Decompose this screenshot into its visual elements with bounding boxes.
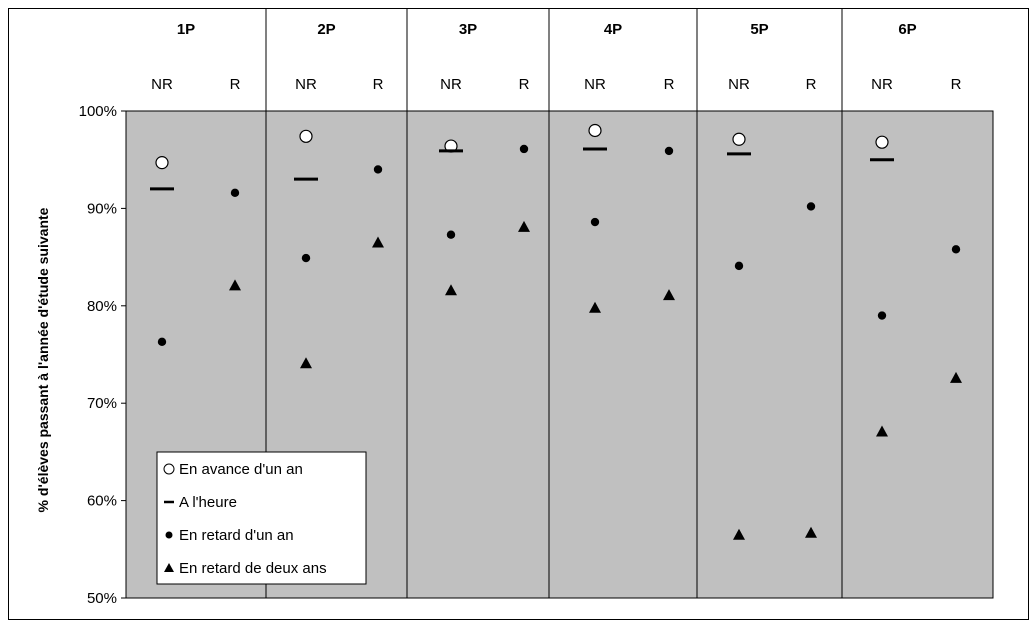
data-point-open-circle xyxy=(732,132,746,146)
data-point-filled-circle xyxy=(446,230,456,239)
legend-label: En avance d'un an xyxy=(179,461,303,478)
subcategory-label: R xyxy=(230,76,241,93)
y-tick-label: 100% xyxy=(79,103,117,120)
data-point-triangle xyxy=(518,220,530,232)
y-tick-label: 80% xyxy=(87,298,117,315)
data-marks xyxy=(150,123,962,540)
legend-label: A l'heure xyxy=(179,494,237,511)
grade-headers: 1P NR R 2P NR R 3P NR R 4P NR R 5P NR R 6P NR R xyxy=(151,21,961,93)
data-point-filled-circle xyxy=(664,146,674,156)
subcategory-label: NR xyxy=(151,76,173,93)
data-point-triangle xyxy=(733,528,745,540)
data-point-filled-circle xyxy=(301,253,311,263)
data-point-filled-circle xyxy=(951,245,961,254)
y-tick-label: 90% xyxy=(87,200,117,217)
legend-marker xyxy=(164,563,174,572)
legend-label: En retard d'un an xyxy=(179,527,294,544)
data-point-triangle xyxy=(445,284,457,296)
data-point-triangle xyxy=(300,357,312,369)
data-point-triangle xyxy=(663,289,675,301)
legend-marker xyxy=(165,531,173,539)
legend-box xyxy=(156,451,367,585)
data-point-filled-circle xyxy=(230,188,240,198)
subcategory-label: NR xyxy=(440,76,462,93)
data-point-triangle xyxy=(876,425,888,437)
y-axis-label: % d'élèves passant à l'année d'étude sui… xyxy=(35,207,51,512)
data-point-filled-circle xyxy=(590,217,600,227)
data-point-filled-circle xyxy=(519,144,529,154)
grade-label: 2P xyxy=(317,21,335,38)
grade-label: 4P xyxy=(604,21,622,38)
grade-label: 5P xyxy=(750,21,768,38)
data-point-open-circle xyxy=(588,123,602,138)
grade-label: 6P xyxy=(898,21,916,38)
data-point-triangle xyxy=(805,526,817,538)
subcategory-label: NR xyxy=(871,76,893,93)
subcategory-label: NR xyxy=(728,76,750,93)
subcategory-label: NR xyxy=(295,76,317,93)
data-point-open-circle xyxy=(875,135,889,149)
data-point-filled-circle xyxy=(877,311,887,320)
subcategory-label: R xyxy=(519,76,530,93)
subcategory-label: R xyxy=(664,76,675,93)
subcategory-label: R xyxy=(806,76,817,93)
grade-label: 3P xyxy=(459,21,477,38)
data-point-triangle xyxy=(589,301,601,313)
y-tick-label: 50% xyxy=(87,590,117,607)
data-point-filled-circle xyxy=(806,202,816,211)
y-axis: 50% 60% 70% 80% 90% 100% xyxy=(79,103,127,607)
y-tick-label: 70% xyxy=(87,395,117,412)
subcategory-label: R xyxy=(951,76,962,93)
grade-label: 1P xyxy=(177,21,195,38)
data-point-filled-circle xyxy=(734,261,744,271)
data-point-triangle xyxy=(372,236,384,248)
data-point-triangle xyxy=(229,279,241,291)
subcategory-label: R xyxy=(373,76,384,93)
data-point-open-circle xyxy=(299,129,313,143)
legend-label: En retard de deux ans xyxy=(179,560,327,577)
y-tick-label: 60% xyxy=(87,493,117,510)
legend-marker xyxy=(163,463,175,475)
data-point-filled-circle xyxy=(373,165,383,174)
data-point-filled-circle xyxy=(157,337,167,347)
legend: En avance d'un an A l'heure En retard d'un… xyxy=(156,451,367,585)
subcategory-label: NR xyxy=(584,76,606,93)
chart-frame xyxy=(8,8,1029,620)
data-point-triangle xyxy=(950,371,962,383)
data-point-open-circle xyxy=(155,156,169,170)
